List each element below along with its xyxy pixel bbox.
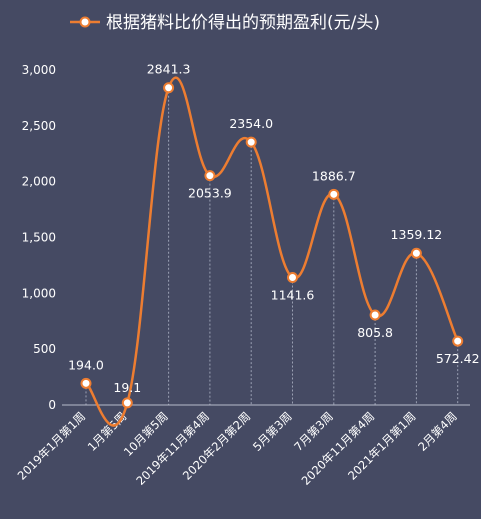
legend: 根据猪料比价得出的预期盈利(元/头) xyxy=(70,13,380,33)
data-point xyxy=(287,272,298,284)
y-tick-label: 2,500 xyxy=(22,119,56,133)
data-point xyxy=(121,397,133,409)
data-label: 1359.12 xyxy=(391,227,443,242)
y-tick-label: 3,000 xyxy=(22,63,56,77)
y-tick-label: 1,000 xyxy=(22,286,56,300)
data-label: 1141.6 xyxy=(271,288,315,303)
points-group xyxy=(80,82,464,409)
data-label: 2841.3 xyxy=(147,62,191,77)
y-tick-label: 1,500 xyxy=(22,231,56,245)
data-labels-group: 194.0 19.1 2841.3 2053.9 2354.0 1141.6 1886.7 8… xyxy=(68,62,479,395)
data-label: 572.42 xyxy=(436,351,480,366)
data-point xyxy=(80,377,92,389)
data-point xyxy=(369,309,381,321)
data-label: 194.0 xyxy=(68,357,104,372)
data-point xyxy=(410,247,422,259)
series-line xyxy=(85,76,459,427)
x-tick-label: 5月第3周 xyxy=(250,409,295,454)
data-point xyxy=(204,170,216,182)
data-point xyxy=(163,82,175,94)
data-label: 805.8 xyxy=(357,325,393,340)
legend-marker xyxy=(79,16,91,28)
legend-label: 根据猪料比价得出的预期盈利(元/头) xyxy=(106,13,380,33)
data-point xyxy=(452,335,464,347)
data-label: 1886.7 xyxy=(312,168,356,183)
series-group xyxy=(85,76,459,427)
data-point xyxy=(245,136,257,148)
y-tick-label: 500 xyxy=(33,342,56,356)
x-tick-label: 2019年11月第4周 xyxy=(133,409,212,488)
data-point xyxy=(328,188,340,200)
data-label: 19.1 xyxy=(113,380,141,395)
y-tick-label: 2,000 xyxy=(22,175,56,189)
x-tick-label: 2月第4周 xyxy=(415,409,460,454)
data-label: 2354.0 xyxy=(229,116,273,131)
x-tick-label: 2019年1月第1周 xyxy=(15,409,88,482)
y-tick-label: 0 xyxy=(48,398,56,412)
data-label: 2053.9 xyxy=(188,186,232,201)
drop-lines xyxy=(85,87,459,405)
x-tick-label: 2020年11月第4周 xyxy=(299,409,378,488)
